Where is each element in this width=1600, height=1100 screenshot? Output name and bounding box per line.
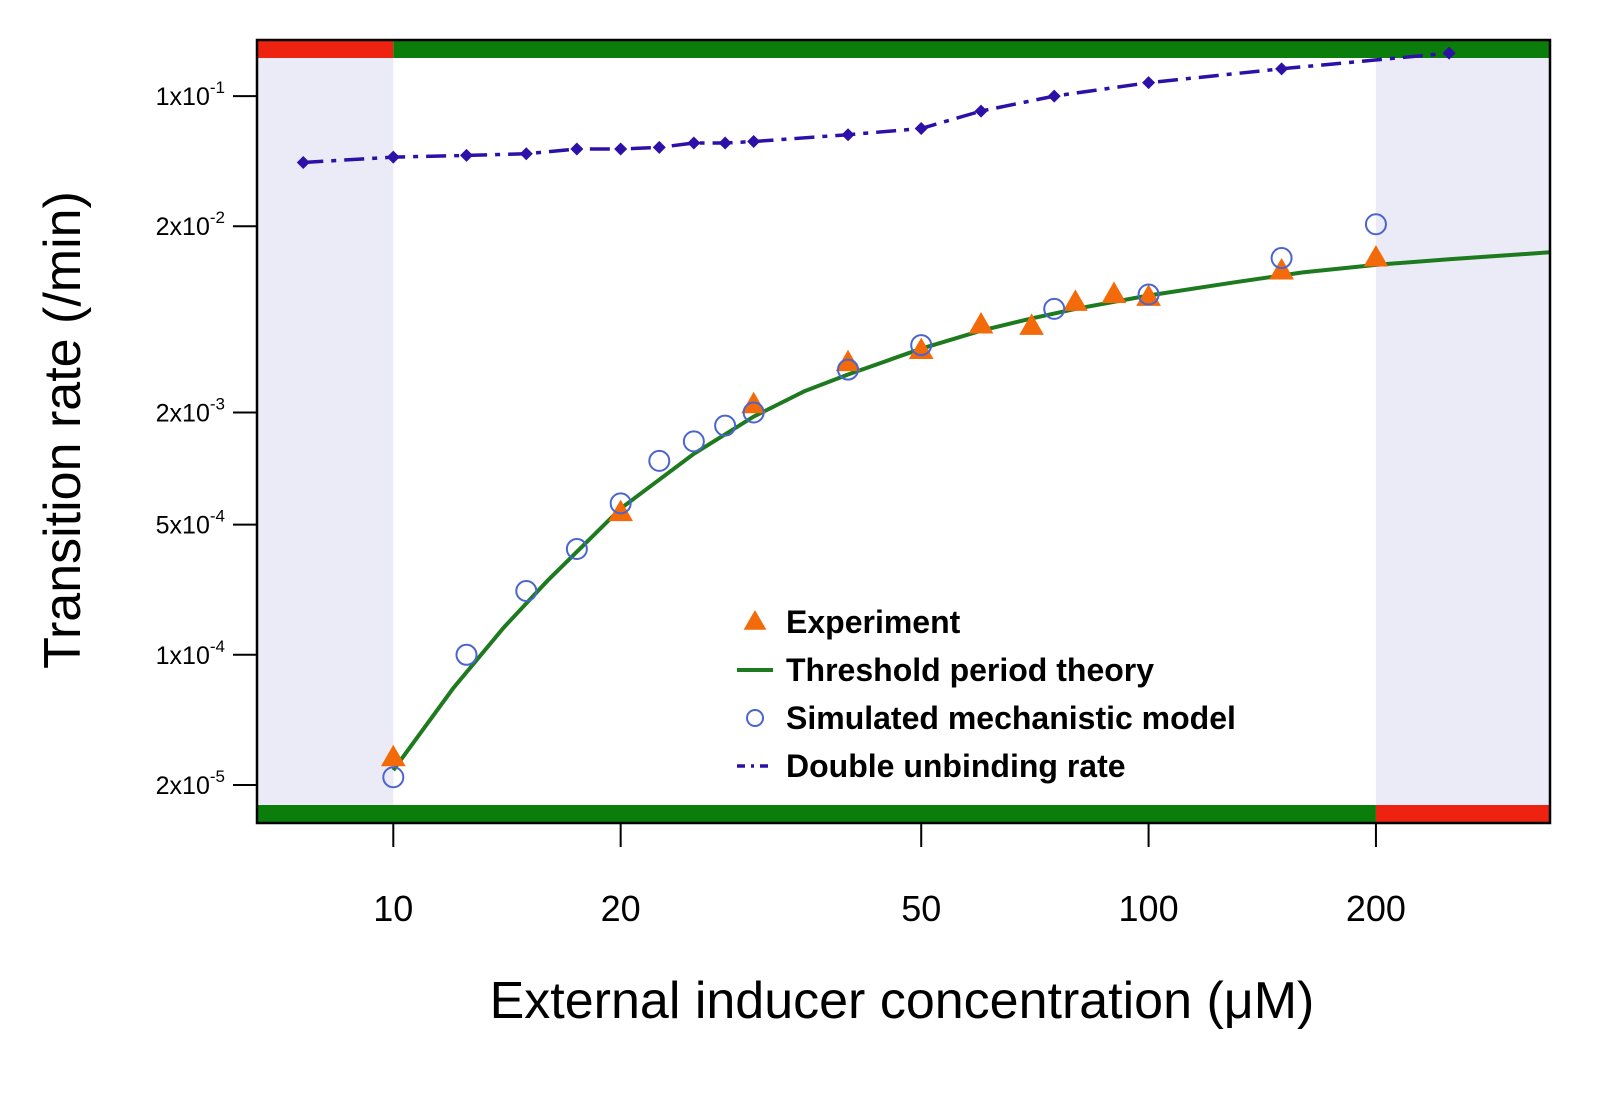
simulated-point	[648, 449, 671, 472]
double-unbinding-point	[687, 136, 701, 150]
simulated-point	[565, 537, 588, 560]
double-unbinding-point	[459, 148, 473, 162]
double-unbinding-point	[1442, 46, 1456, 60]
y-tick-exponent: -2	[210, 208, 225, 227]
shaded-region	[1375, 40, 1550, 823]
simulated-point	[910, 334, 933, 357]
y-tick-mantissa: 5x10	[156, 512, 210, 540]
double-unbinding-point	[386, 150, 400, 164]
series-layer	[296, 46, 1551, 789]
simulated-point	[1137, 283, 1160, 306]
experiment-point	[1063, 289, 1088, 311]
simulated-point	[714, 414, 737, 437]
legend: Experiment Threshold period theory Simulat…	[737, 604, 1236, 784]
y-tick-exponent: -1	[210, 78, 225, 97]
experiment-point	[1019, 313, 1044, 335]
experiment-point	[1363, 245, 1389, 267]
x-tick-label: 200	[1346, 888, 1406, 929]
series-simulated-model	[382, 213, 1387, 789]
double-unbinding-point	[841, 128, 855, 142]
y-tick-exponent: -5	[210, 767, 225, 786]
y-axis-title: Transition rate (/min)	[34, 191, 92, 669]
series-double-unbinding	[296, 46, 1456, 169]
bottom-range-bar	[1375, 805, 1550, 823]
y-tick-label: 5x10-4	[156, 507, 225, 540]
y-tick-exponent: -4	[210, 507, 225, 526]
simulated-point	[609, 492, 632, 515]
legend-entry: Double unbinding rate	[737, 748, 1126, 784]
legend-entry: Experiment	[743, 604, 961, 640]
experiment-point	[608, 499, 634, 522]
simulated-point	[837, 358, 860, 381]
y-tick-label: 1x10-4	[156, 637, 225, 670]
range-bars	[257, 40, 1550, 823]
series-experiment	[380, 245, 1389, 767]
y-tick-mantissa: 2x10	[156, 213, 210, 241]
x-tick-label: 50	[901, 888, 941, 929]
double-unbinding-point	[296, 155, 310, 169]
legend-marker-simulated	[746, 709, 764, 727]
x-tick-label: 100	[1119, 888, 1179, 929]
double-unbinding-point	[914, 121, 928, 135]
simulated-point	[1364, 213, 1387, 236]
double-unbinding-point	[519, 147, 533, 161]
y-tick-mantissa: 1x10	[156, 642, 210, 670]
top-range-bar	[257, 40, 394, 58]
double-unbinding-point	[652, 140, 666, 154]
top-range-bar	[393, 40, 1550, 58]
double-unbinding-point	[747, 135, 761, 149]
legend-label: Experiment	[786, 604, 961, 640]
y-tick-label: 2x10-2	[156, 208, 225, 241]
shaded-regions	[257, 40, 1550, 823]
simulated-point	[1043, 297, 1066, 320]
y-tick-exponent: -3	[210, 394, 225, 413]
experiment-point	[1101, 281, 1127, 303]
simulated-point	[382, 766, 405, 789]
legend-label: Double unbinding rate	[786, 748, 1126, 784]
y-tick-mantissa: 2x10	[156, 399, 210, 427]
legend-label: Simulated mechanistic model	[786, 700, 1236, 736]
double-unbinding-point	[570, 142, 584, 156]
simulated-point	[455, 643, 478, 666]
legend-marker-experiment	[743, 610, 767, 630]
double-unbinding-point	[974, 104, 988, 118]
y-tick-exponent: -4	[210, 637, 225, 656]
x-axis-title: External inducer concentration (μM)	[490, 972, 1315, 1030]
bottom-range-bar	[257, 805, 1376, 823]
simulated-point	[742, 401, 765, 424]
experiment-point	[968, 311, 994, 334]
simulated-point	[1270, 247, 1293, 270]
double-unbinding-point	[718, 136, 732, 150]
y-tick-mantissa: 2x10	[156, 772, 210, 800]
x-axis: 10 20 50 100 200	[373, 823, 1406, 929]
simulated-point	[515, 580, 538, 603]
experiment-point	[1136, 284, 1161, 306]
y-tick-label: 2x10-5	[156, 767, 225, 800]
x-tick-label: 10	[373, 888, 413, 929]
y-tick-mantissa: 1x10	[156, 83, 210, 111]
legend-entry: Simulated mechanistic model	[746, 700, 1236, 736]
double-unbinding-point	[1047, 89, 1061, 103]
experiment-point	[380, 744, 406, 767]
plot-frame	[255, 38, 1552, 825]
simulated-point	[682, 430, 705, 453]
y-tick-label: 2x10-3	[156, 394, 225, 427]
x-tick-label: 20	[601, 888, 641, 929]
y-tick-label: 1x10-1	[156, 78, 225, 111]
shaded-region	[257, 40, 394, 823]
legend-label: Threshold period theory	[786, 652, 1154, 688]
double-unbinding-point	[1275, 62, 1289, 76]
double-unbinding-point	[1142, 76, 1156, 90]
double-unbinding-point	[614, 142, 628, 156]
legend-entry: Threshold period theory	[737, 652, 1154, 688]
